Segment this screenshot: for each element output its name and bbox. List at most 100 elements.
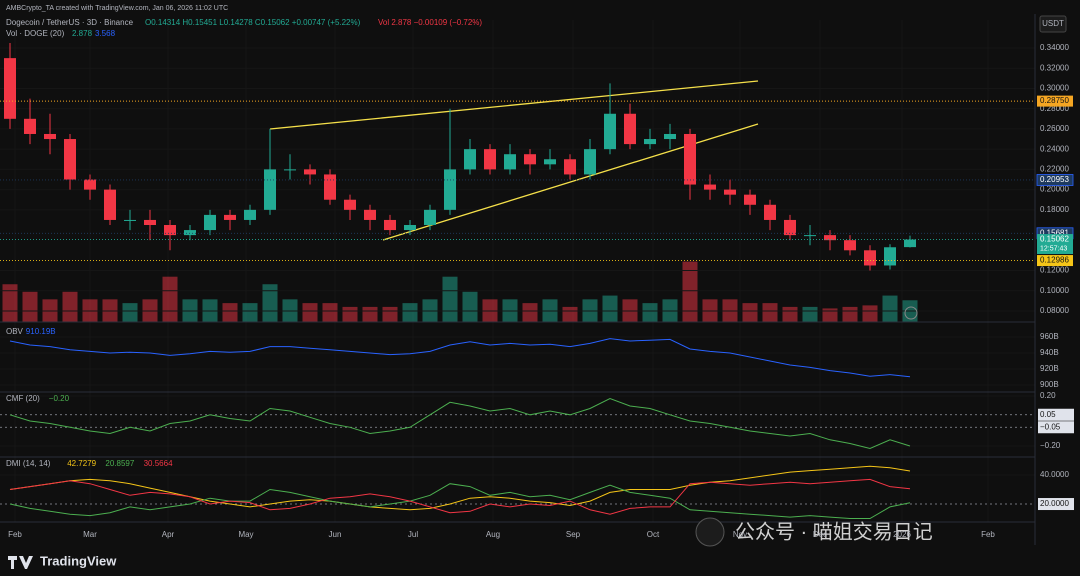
indicator-value: 20.8597	[105, 459, 134, 468]
candle-body	[364, 209, 376, 220]
volume-bar	[402, 303, 418, 322]
under-layer	[0, 20, 1035, 522]
candle-body	[564, 159, 576, 175]
vol-change: Vol 2.878 −0.00109 (−0.72%)	[378, 18, 482, 27]
y-tick-label: 0.22000	[1040, 164, 1069, 173]
x-tick-label: Feb	[8, 530, 22, 539]
brand: TradingView	[40, 553, 117, 568]
volume-bar	[862, 305, 878, 322]
candle-body	[164, 225, 176, 236]
price-label: 0.28750	[1040, 96, 1069, 105]
volume-bar	[322, 303, 338, 322]
volume-bar	[562, 306, 578, 322]
y-tick-label: 900B	[1040, 380, 1059, 389]
volume-bar	[62, 291, 78, 322]
y-tick-label: 0.30000	[1040, 84, 1069, 93]
currency[interactable]: USDT	[1042, 19, 1064, 28]
tick-box	[1038, 421, 1074, 434]
candle-body	[644, 139, 656, 145]
y-tick-label: 920B	[1040, 364, 1059, 373]
y-tick-label: −0.20	[1040, 441, 1061, 450]
candle-body	[224, 214, 236, 220]
candle-body	[604, 113, 616, 150]
y-tick-label: 0.08000	[1040, 306, 1069, 315]
price-label: 0.15681	[1040, 228, 1069, 237]
candle-body	[784, 219, 796, 236]
indicator-title: CMF (20)	[6, 394, 40, 403]
price-label: 0.20953	[1040, 175, 1069, 184]
volume-bar	[642, 303, 658, 322]
candle-body	[264, 169, 276, 210]
candle-body	[544, 159, 556, 165]
trend-line	[269, 80, 759, 130]
candle-body	[444, 169, 456, 210]
logo-mark	[8, 556, 33, 569]
volume-bar	[262, 284, 278, 322]
indicator-value: −0.20	[49, 394, 70, 403]
candle-body	[484, 149, 496, 170]
footer-bar	[0, 548, 1080, 576]
y-tick-label: 0.32000	[1040, 63, 1069, 72]
indicator-title: OBV	[6, 327, 24, 336]
candle-body	[824, 235, 836, 241]
x-tick-label: Apr	[162, 530, 175, 539]
currency-button[interactable]	[1039, 15, 1067, 33]
replay-icon[interactable]	[904, 306, 918, 320]
y-tick-label: 0.24000	[1040, 144, 1069, 153]
candle-body	[344, 199, 356, 210]
price-label-box	[1037, 95, 1073, 107]
x-tick-label: Oct	[647, 530, 660, 539]
y-tick-label: 0.20	[1040, 391, 1056, 400]
candle-body	[424, 209, 436, 226]
y-tick-label: 0.18000	[1040, 205, 1069, 214]
indicator-value: 910.19B	[26, 327, 56, 336]
candle-body	[704, 184, 716, 190]
candle-body	[284, 169, 296, 171]
candle-body	[144, 219, 156, 226]
volume-bar	[162, 276, 178, 322]
price-label: 0.12986	[1040, 256, 1069, 265]
candle-body	[404, 225, 416, 231]
indicator-line	[9, 338, 911, 378]
candle-body	[84, 179, 96, 190]
volume-bar	[462, 291, 478, 322]
candle-body	[24, 118, 36, 134]
candle-body	[504, 154, 516, 170]
y-tick-label: 20.0000	[1040, 499, 1069, 508]
y-tick-label: 0.05	[1040, 410, 1056, 419]
volume-bar	[2, 284, 18, 322]
volume-bar	[742, 303, 758, 322]
watermark-icon	[695, 517, 725, 547]
candle-body	[744, 194, 756, 205]
volume-bar	[382, 306, 398, 322]
candle-body	[664, 133, 676, 140]
candle-body	[64, 139, 76, 180]
indicator-value: 30.5664	[144, 459, 173, 468]
candle-body	[684, 133, 696, 185]
credit: AMBCrypto_TA created with TradingView.co…	[6, 5, 228, 12]
volume-bar	[522, 303, 538, 322]
candle-body	[884, 247, 896, 266]
volume-bar	[362, 306, 378, 322]
candle-body	[184, 230, 196, 236]
candle-body	[104, 189, 116, 220]
candle-body	[124, 219, 136, 221]
volume-bar	[242, 303, 258, 322]
price-label-box	[1037, 234, 1073, 255]
candle-body	[464, 149, 476, 170]
price-label-box	[1036, 174, 1074, 186]
x-tick-label: Mar	[83, 530, 97, 539]
candle-body	[724, 189, 736, 195]
indicator-value: 42.7279	[67, 459, 96, 468]
x-tick-label: 2026	[893, 530, 911, 539]
tick-box	[1038, 408, 1074, 421]
x-tick-label: Jun	[329, 530, 342, 539]
volume-bar	[842, 306, 858, 322]
volume-bar	[122, 303, 138, 322]
x-tick-label: May	[238, 530, 253, 539]
price-label: 0.15062	[1040, 235, 1069, 244]
candle-body	[864, 250, 876, 266]
indicator-line	[9, 478, 911, 515]
